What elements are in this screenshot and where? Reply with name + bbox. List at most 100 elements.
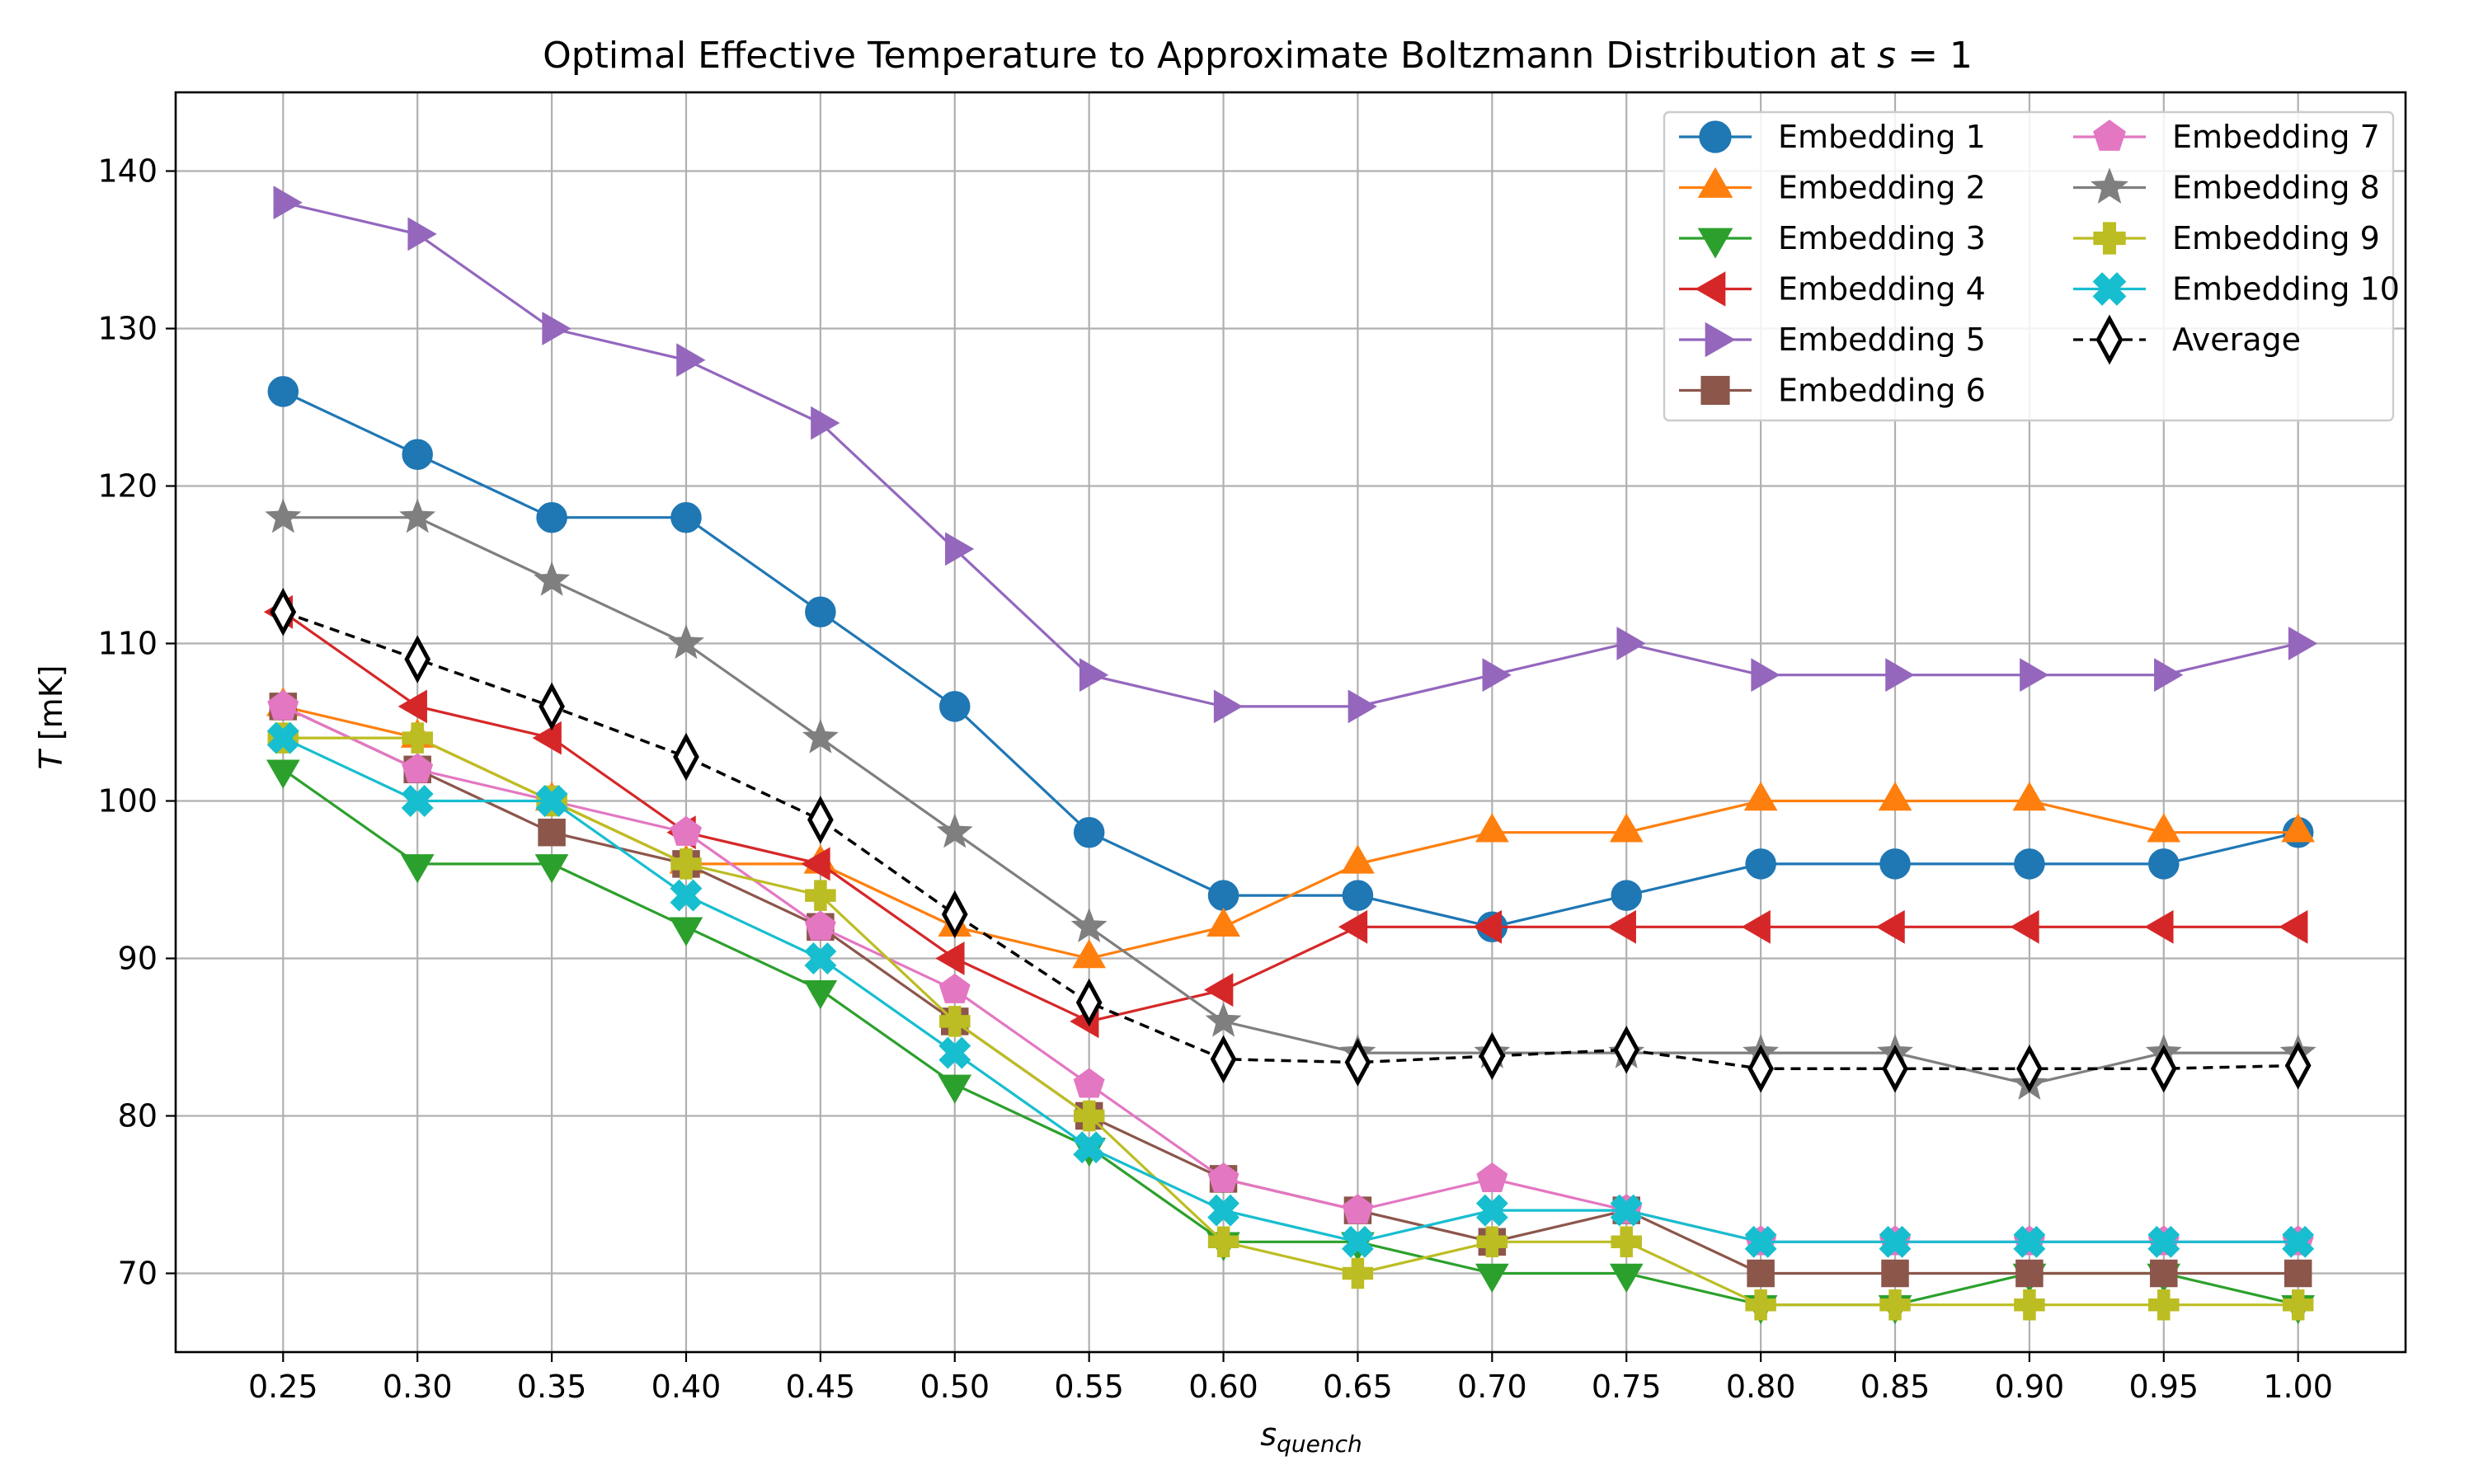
data-point-embedding-9 — [805, 880, 836, 911]
data-point-embedding-9 — [1879, 1289, 1911, 1321]
data-point-embedding-1 — [1611, 880, 1642, 911]
data-point-average — [1479, 1031, 1506, 1081]
legend: Embedding 1 Embedding 2 Embedding 3 Embeddi… — [1663, 110, 2400, 422]
legend-item-embedding-6: Embedding 6 — [1679, 373, 1986, 409]
data-point-average — [270, 588, 297, 636]
data-point-embedding-4 — [2144, 909, 2174, 944]
legend-marker — [2092, 272, 2127, 306]
x-tick-label: 0.70 — [1457, 1369, 1527, 1405]
x-tick-label: 0.50 — [920, 1369, 990, 1405]
data-point-embedding-4 — [1204, 973, 1234, 1007]
data-point-average — [2016, 1044, 2043, 1093]
data-point-embedding-10 — [670, 879, 703, 912]
data-point-embedding-2 — [1341, 844, 1375, 874]
data-point-embedding-3 — [803, 979, 838, 1010]
data-point-embedding-5 — [1079, 658, 1109, 693]
data-point-embedding-6 — [1881, 1259, 1909, 1288]
legend-label: Embedding 9 — [2172, 220, 2380, 256]
legend-label: Embedding 7 — [2172, 119, 2380, 155]
x-tick-label: 0.30 — [383, 1369, 453, 1405]
data-point-embedding-4 — [1741, 909, 1771, 944]
data-point-embedding-5 — [1482, 658, 1512, 693]
data-point-embedding-10 — [1610, 1194, 1643, 1227]
data-point-average — [1075, 978, 1103, 1027]
data-point-embedding-5 — [2288, 627, 2318, 660]
x-tick-label: 0.40 — [651, 1369, 722, 1405]
data-point-embedding-9 — [1207, 1226, 1239, 1258]
legend-marker — [1705, 322, 1736, 358]
data-point-embedding-3 — [400, 854, 435, 884]
legend-item-embedding-1: Embedding 1 — [1679, 119, 1986, 155]
data-point-embedding-8 — [399, 498, 436, 533]
data-point-embedding-10 — [804, 942, 837, 974]
data-point-embedding-3 — [266, 759, 300, 789]
data-point-average — [673, 732, 699, 782]
data-point-embedding-5 — [811, 406, 840, 440]
data-point-embedding-1 — [2148, 848, 2180, 880]
data-point-embedding-10 — [1207, 1194, 1239, 1227]
x-tick-label: 0.65 — [1323, 1369, 1393, 1405]
data-point-embedding-9 — [402, 722, 433, 754]
data-point-embedding-10 — [2147, 1225, 2180, 1258]
data-point-embedding-7 — [804, 910, 836, 941]
data-point-embedding-3 — [1475, 1263, 1509, 1294]
data-point-embedding-10 — [938, 1036, 971, 1069]
data-point-embedding-8 — [1070, 908, 1108, 942]
data-point-embedding-4 — [2010, 909, 2039, 944]
x-tick-label: 0.25 — [248, 1369, 318, 1405]
data-point-embedding-4 — [532, 721, 562, 755]
legend-item-embedding-3: Embedding 3 — [1679, 220, 1986, 259]
data-point-average — [1210, 1035, 1237, 1083]
data-point-embedding-10 — [1744, 1225, 1777, 1258]
legend-marker — [2095, 314, 2124, 365]
data-point-embedding-2 — [1072, 938, 1106, 969]
data-point-embedding-1 — [2014, 848, 2045, 880]
data-point-average — [404, 635, 431, 683]
series-embedding-9 — [267, 722, 2314, 1321]
data-point-average — [2150, 1044, 2177, 1093]
legend-item-embedding-7: Embedding 7 — [2073, 119, 2380, 155]
y-tick-label: 120 — [97, 468, 158, 505]
data-point-embedding-7 — [1342, 1194, 1374, 1224]
legend-item-embedding-4: Embedding 4 — [1679, 271, 1986, 308]
data-point-embedding-3 — [938, 1074, 972, 1104]
data-point-embedding-4 — [1338, 909, 1368, 944]
series-lines — [263, 186, 2318, 1325]
legend-marker — [2093, 120, 2126, 151]
data-point-embedding-1 — [536, 501, 567, 533]
x-tick-label: 0.85 — [1860, 1369, 1931, 1405]
plot-frame — [174, 91, 2407, 1354]
x-tick-label: 0.45 — [786, 1369, 856, 1405]
data-point-embedding-10 — [401, 785, 434, 817]
y-tick-label: 130 — [97, 311, 158, 347]
legend-label: Embedding 4 — [1778, 271, 1986, 308]
data-point-average — [1344, 1038, 1371, 1087]
data-point-embedding-9 — [1476, 1226, 1508, 1258]
data-point-embedding-4 — [935, 942, 965, 975]
data-point-embedding-1 — [805, 596, 836, 628]
legend-label: Embedding 2 — [1778, 170, 1986, 206]
data-point-embedding-2 — [1475, 813, 1509, 843]
data-point-embedding-5 — [1213, 689, 1244, 724]
legend-marker — [1695, 271, 1726, 307]
legend-marker — [2091, 167, 2128, 204]
y-tick-label: 70 — [118, 1256, 158, 1292]
data-point-embedding-3 — [534, 854, 569, 884]
data-point-embedding-7 — [1476, 1162, 1508, 1193]
data-point-embedding-10 — [266, 721, 299, 754]
data-point-embedding-4 — [1875, 909, 1905, 944]
data-point-embedding-7 — [1073, 1068, 1105, 1098]
data-point-embedding-10 — [1073, 1131, 1106, 1164]
data-point-embedding-10 — [2013, 1225, 2046, 1258]
data-point-embedding-5 — [676, 343, 706, 378]
data-point-embedding-5 — [945, 532, 975, 566]
axis-ticks: 0.25 0.30 0.35 0.40 0.45 0.50 0.55 0.60 0.65 0.70… — [97, 153, 2333, 1406]
x-tick-label: 0.35 — [517, 1369, 587, 1405]
data-point-embedding-2 — [2147, 813, 2181, 843]
data-point-embedding-1 — [670, 501, 702, 533]
data-point-embedding-5 — [407, 217, 437, 251]
x-tick-label: 0.80 — [1726, 1369, 1796, 1405]
data-point-embedding-1 — [1745, 848, 1776, 880]
y-tick-label: 80 — [118, 1098, 158, 1134]
data-point-embedding-4 — [397, 689, 427, 724]
